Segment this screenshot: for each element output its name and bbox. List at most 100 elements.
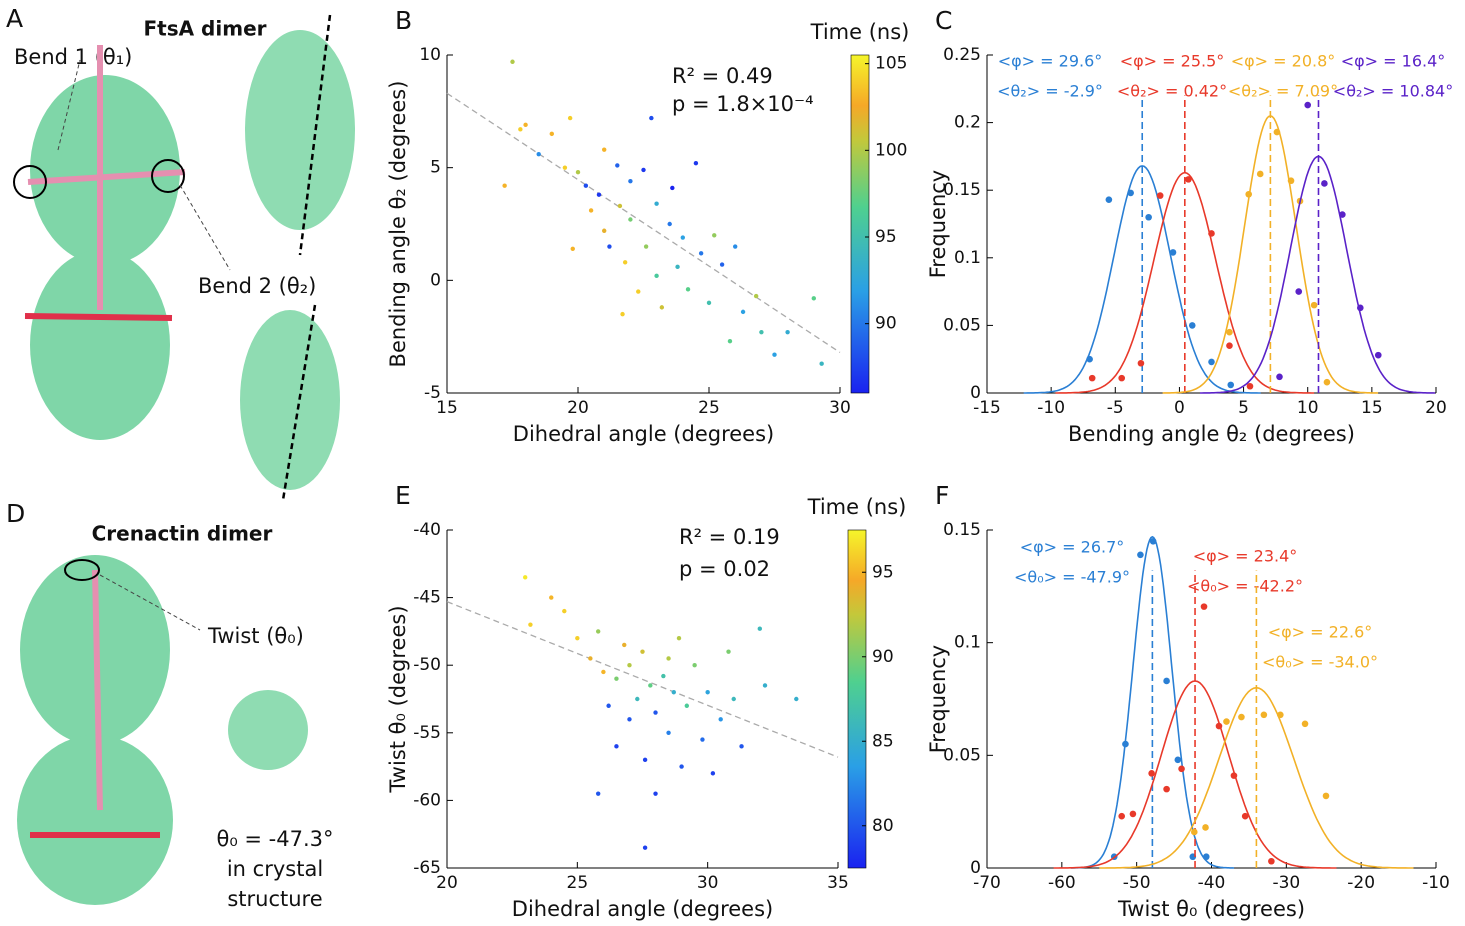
point <box>661 673 666 679</box>
protein <box>30 75 180 265</box>
point <box>1256 170 1264 178</box>
legend-label: <θ₀> = -34.0° <box>1262 653 1378 672</box>
point <box>636 289 641 294</box>
y-axis-label: Frequency <box>926 170 950 279</box>
fit-curve <box>1070 535 1235 869</box>
y-tick-label: 0.05 <box>943 745 981 765</box>
point <box>1223 718 1230 725</box>
point <box>653 791 658 796</box>
point <box>642 757 648 763</box>
point <box>601 669 606 675</box>
point <box>528 622 533 627</box>
point <box>819 361 824 366</box>
y-tick-label: -55 <box>413 723 441 743</box>
point <box>536 151 541 157</box>
point <box>1148 770 1155 777</box>
x-tick-label: -40 <box>1198 873 1226 893</box>
point <box>1188 322 1196 329</box>
point <box>641 167 646 173</box>
rod <box>92 569 103 811</box>
fit-line <box>446 601 839 758</box>
point <box>1357 304 1364 312</box>
point <box>1137 359 1145 367</box>
point <box>1174 756 1182 764</box>
point <box>1268 857 1275 865</box>
panel-label: A <box>6 4 23 33</box>
point <box>627 663 632 668</box>
point <box>1185 176 1192 183</box>
point <box>502 183 507 188</box>
point <box>1118 812 1125 820</box>
point <box>731 696 736 702</box>
point <box>794 696 799 702</box>
point <box>1323 378 1331 386</box>
leader <box>179 184 231 271</box>
x-tick-label: -70 <box>973 873 1001 893</box>
fit-curve <box>1023 165 1261 394</box>
y-tick-label: 0.1 <box>954 633 981 653</box>
point <box>1241 812 1249 820</box>
point <box>615 163 620 168</box>
rotation-icon <box>64 559 100 581</box>
point <box>1137 551 1144 559</box>
colorbar <box>847 529 867 869</box>
point <box>1246 382 1254 390</box>
point <box>1304 101 1312 109</box>
point <box>654 201 659 206</box>
colorbar-tick-label: 90 <box>875 314 897 334</box>
point <box>654 273 659 279</box>
x-tick-label: 25 <box>698 398 720 418</box>
protein <box>240 310 340 490</box>
point <box>1178 765 1185 773</box>
y-tick-label: 0.2 <box>954 113 981 133</box>
point <box>680 235 685 240</box>
colorbar-tick-label: 85 <box>872 731 894 751</box>
point <box>562 165 568 170</box>
point <box>706 300 712 306</box>
x-tick-label: -60 <box>1048 873 1076 893</box>
point <box>523 575 528 580</box>
point <box>614 676 619 681</box>
point <box>575 169 581 175</box>
leader <box>99 574 201 631</box>
point <box>628 217 633 222</box>
x-tick-label: -10 <box>1422 873 1450 893</box>
annotation: θ₀ = -47.3° <box>216 827 333 851</box>
y-tick-label: 0.05 <box>943 315 981 335</box>
point <box>518 127 523 132</box>
x-tick-label: 30 <box>829 398 851 418</box>
colorbar-title: Time (ns) <box>807 495 907 519</box>
point <box>1156 192 1164 199</box>
y-tick-label: 0 <box>970 383 981 403</box>
point <box>1202 824 1209 831</box>
point <box>596 192 602 197</box>
point <box>570 246 575 251</box>
point <box>649 115 654 121</box>
x-tick-label: -10 <box>1037 398 1065 418</box>
point <box>684 703 690 708</box>
point <box>1200 603 1208 610</box>
x-tick-label: 20 <box>436 873 458 893</box>
panel-label: F <box>935 481 949 510</box>
point <box>622 642 627 648</box>
point <box>617 203 623 209</box>
y-tick-label: 10 <box>419 45 441 65</box>
point <box>1226 342 1233 349</box>
y-tick-label: -40 <box>413 520 441 540</box>
y-axis-label: Frequency <box>926 645 950 754</box>
point <box>1245 190 1253 198</box>
point <box>653 710 658 715</box>
point <box>595 629 601 634</box>
legend-label: <φ> = 26.7° <box>1020 538 1125 557</box>
point <box>785 329 790 335</box>
panel-label: E <box>395 481 411 510</box>
axis-line <box>298 14 332 256</box>
legend-label: <θ₂> = -2.9° <box>997 82 1103 101</box>
legend-label: <φ> = 20.8° <box>1231 52 1336 71</box>
y-tick-label: 0.15 <box>943 520 981 540</box>
point <box>1310 301 1318 309</box>
point <box>685 287 691 292</box>
leader <box>57 59 81 151</box>
point <box>762 683 768 688</box>
